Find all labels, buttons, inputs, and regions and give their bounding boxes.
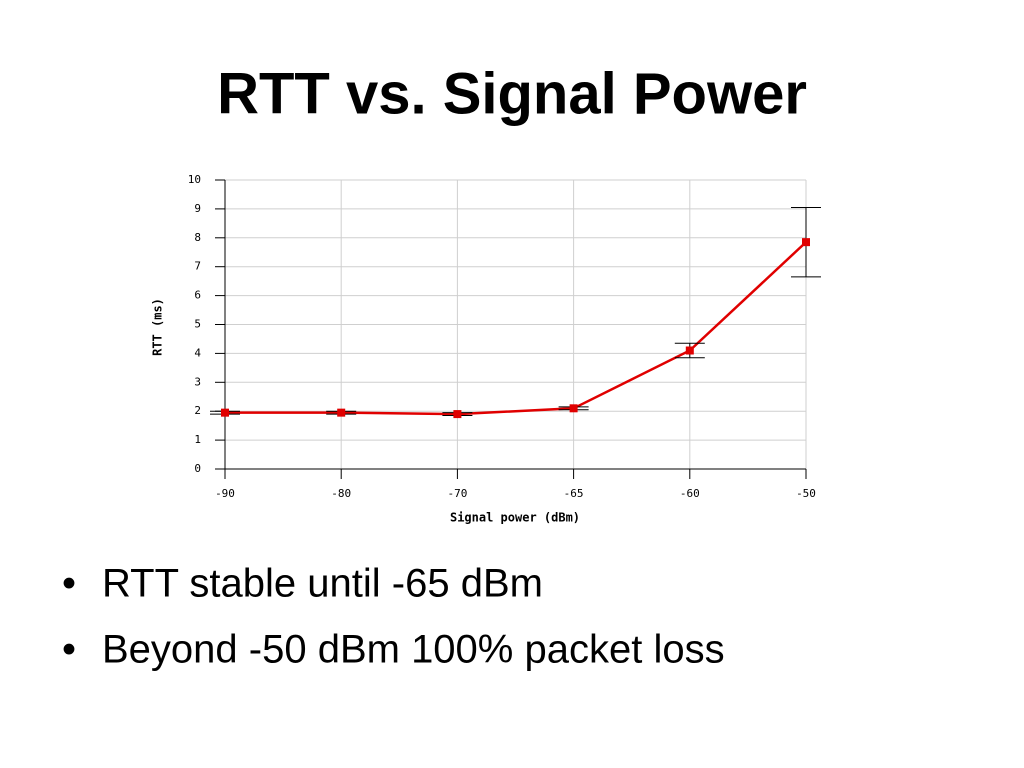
y-tick-label: 2 [194,404,201,417]
y-tick-label: 0 [194,462,201,475]
x-tick-label: -80 [331,487,351,500]
x-tick-label: -60 [680,487,700,500]
marker [685,346,694,355]
y-axis-label: RTT (ms) [151,298,165,356]
marker [453,410,462,419]
x-tick-label: -65 [564,487,584,500]
marker [802,238,810,247]
x-tick-label: -50 [796,487,816,500]
y-tick-label: 6 [194,289,201,302]
x-tick-label: -90 [215,487,235,500]
y-tick-label: 9 [194,202,201,215]
y-tick-label: 3 [194,375,201,388]
y-tick-label: 5 [194,318,201,331]
marker [337,408,346,417]
series-line [225,241,807,416]
y-tick-label: 10 [188,173,201,186]
bullet-dot: • [62,562,76,606]
bullet: Beyond -50 dBm 100% packet loss [102,628,725,672]
bullet: RTT stable until -65 dBm [102,562,543,606]
marker [221,408,229,417]
y-tick-label: 4 [194,346,201,359]
x-axis-label: Signal power (dBm) [450,511,580,525]
y-tick-label: 8 [194,231,201,244]
bullet-dot: • [62,628,76,672]
y-tick-label: 7 [194,260,201,273]
marker [569,404,578,413]
slide-title: RTT vs. Signal Power [217,61,807,126]
x-tick-label: -70 [447,487,467,500]
y-tick-label: 1 [194,433,201,446]
